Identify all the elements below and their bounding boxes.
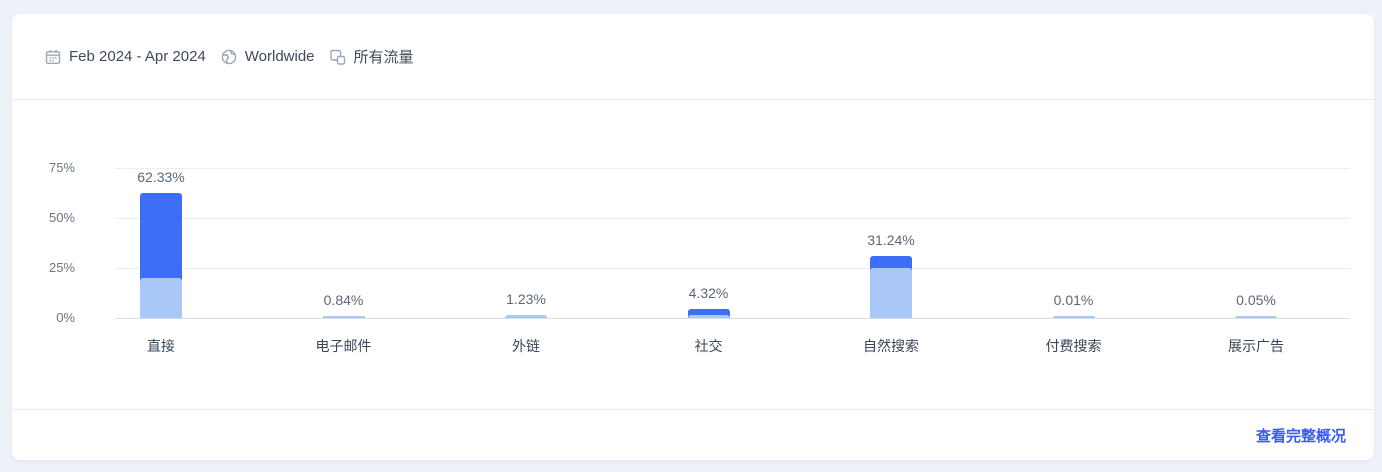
bar-value-label: 0.05% xyxy=(1236,292,1276,308)
bar-value-label: 62.33% xyxy=(137,169,185,186)
channel-bar-secondary[interactable] xyxy=(1235,316,1277,318)
category-label: 外链 xyxy=(512,338,540,354)
bar-value-label: 4.32% xyxy=(688,285,729,302)
channels-overview-card: Feb 2024 - Apr 2024 Worldwide 所有流量 75% xyxy=(12,14,1374,460)
channel-bar-primary[interactable] xyxy=(687,309,730,318)
gridline xyxy=(115,268,1350,269)
calendar-icon xyxy=(44,48,62,66)
channel-bar-secondary[interactable] xyxy=(870,268,912,318)
traffic-type-filter: 所有流量 xyxy=(329,46,414,67)
card-footer: 查看完整概况 xyxy=(12,409,1374,460)
region-filter: Worldwide xyxy=(220,48,315,66)
bar-value-label: 0.84% xyxy=(323,292,364,308)
channels-bar-chart: 75% 50% 25% 0% 62.33% 直接 0.84% 电子邮件 1.23% 外链 4.32%… xyxy=(12,100,1374,409)
category-label: 自然搜索 xyxy=(863,338,919,354)
y-axis-tick-label: 50% xyxy=(48,210,75,226)
devices-icon xyxy=(329,48,347,66)
bar-value-label: 31.24% xyxy=(867,231,915,248)
channel-bar-secondary[interactable] xyxy=(322,316,365,318)
category-label: 电子邮件 xyxy=(315,338,372,354)
category-label: 直接 xyxy=(147,338,175,354)
x-axis-line xyxy=(115,318,1350,319)
bar-value-label: 0.01% xyxy=(1053,292,1094,308)
category-label: 社交 xyxy=(694,338,723,354)
channel-bar-secondary[interactable] xyxy=(687,315,730,318)
channel-bar-secondary[interactable] xyxy=(140,278,182,318)
date-range-filter: Feb 2024 - Apr 2024 xyxy=(44,48,206,66)
channel-bar-secondary[interactable] xyxy=(1052,316,1095,318)
globe-icon xyxy=(220,48,238,66)
category-label: 展示广告 xyxy=(1228,338,1284,354)
bar-value-label: 1.23% xyxy=(506,291,546,307)
y-axis-tick-label: 25% xyxy=(48,260,75,276)
gridline xyxy=(115,168,1350,169)
view-full-overview-link[interactable]: 查看完整概况 xyxy=(1255,427,1346,445)
category-label: 付费搜索 xyxy=(1045,338,1102,354)
region-label: Worldwide xyxy=(244,48,315,65)
channel-bar-secondary[interactable] xyxy=(505,315,547,318)
filters-bar: Feb 2024 - Apr 2024 Worldwide 所有流量 xyxy=(12,14,1374,100)
gridline xyxy=(115,218,1350,219)
traffic-type-label: 所有流量 xyxy=(353,49,414,66)
y-axis-tick-label: 0% xyxy=(56,310,75,326)
date-range-label: Feb 2024 - Apr 2024 xyxy=(69,48,206,65)
y-axis-tick-label: 75% xyxy=(48,160,75,176)
